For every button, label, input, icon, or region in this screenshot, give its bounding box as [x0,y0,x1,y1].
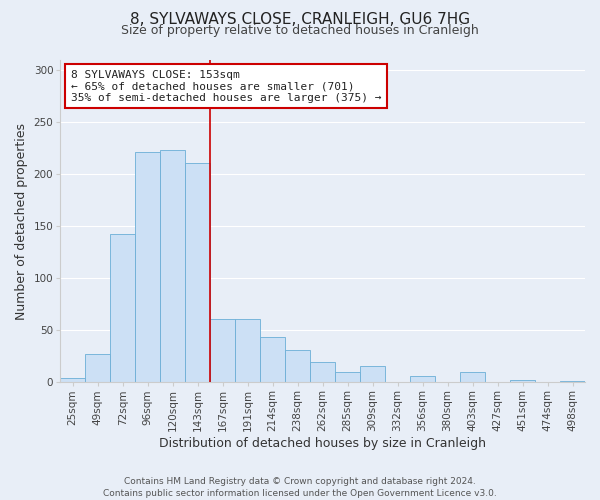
Bar [410,376,435,382]
Bar [285,350,310,382]
Bar [360,366,385,382]
Bar [85,354,110,382]
Bar [460,372,485,382]
Y-axis label: Number of detached properties: Number of detached properties [15,122,28,320]
Text: 8, SYLVAWAYS CLOSE, CRANLEIGH, GU6 7HG: 8, SYLVAWAYS CLOSE, CRANLEIGH, GU6 7HG [130,12,470,28]
Text: 8 SYLVAWAYS CLOSE: 153sqm
← 65% of detached houses are smaller (701)
35% of semi: 8 SYLVAWAYS CLOSE: 153sqm ← 65% of detac… [71,70,381,103]
Text: Contains HM Land Registry data © Crown copyright and database right 2024.
Contai: Contains HM Land Registry data © Crown c… [103,476,497,498]
Bar [60,378,85,382]
Bar [510,380,535,382]
Bar [310,362,335,382]
Bar [210,319,235,382]
Bar [160,150,185,382]
X-axis label: Distribution of detached houses by size in Cranleigh: Distribution of detached houses by size … [159,437,486,450]
Text: Size of property relative to detached houses in Cranleigh: Size of property relative to detached ho… [121,24,479,37]
Bar [185,163,210,382]
Bar [260,336,285,382]
Bar [235,319,260,382]
Bar [135,152,160,382]
Bar [110,234,135,382]
Bar [335,372,360,382]
